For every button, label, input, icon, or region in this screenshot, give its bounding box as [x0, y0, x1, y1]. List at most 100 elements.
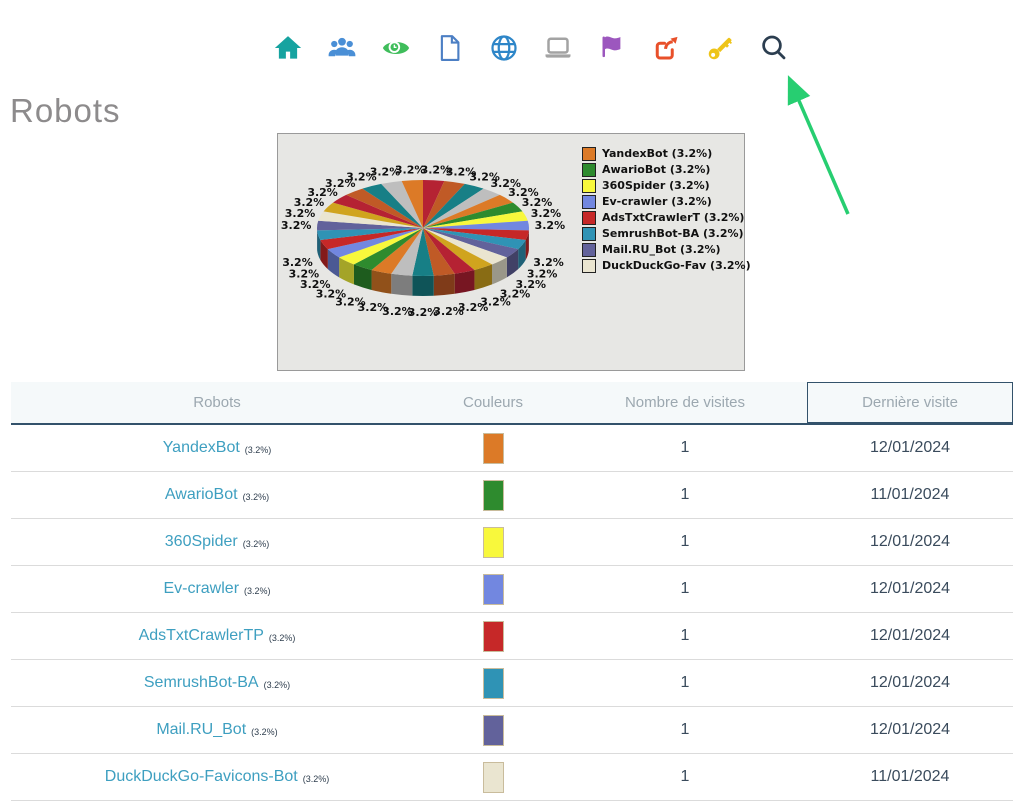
robot-share-label: (3.2%): [244, 444, 272, 455]
table-row: 360Spider (3.2%) 1 12/01/2024: [11, 519, 1013, 566]
table-row: AdsTxtCrawlerTP (3.2%) 1 12/01/2024: [11, 613, 1013, 660]
robot-share-label: (3.2%): [263, 679, 291, 690]
last-visit-cell: 12/01/2024: [807, 721, 1013, 739]
pie-slice: [423, 202, 523, 228]
last-visit-value: 12/01/2024: [869, 674, 951, 691]
nav-search-button[interactable]: [759, 33, 789, 63]
pie-slice: [423, 228, 475, 274]
pie-slice: [346, 188, 423, 228]
top-nav: [273, 33, 789, 63]
robot-share-label: (3.2%): [244, 585, 271, 596]
nav-globe-button[interactable]: [489, 33, 519, 63]
legend-swatch: [582, 258, 596, 273]
robot-link[interactable]: Mail.RU_Bot: [156, 721, 247, 738]
robot-cell: YandexBot (3.2%): [11, 439, 423, 457]
visits-cell: 1: [563, 533, 807, 551]
visits-value: 1: [680, 533, 690, 550]
pie-slice-label: 3.2%: [335, 295, 366, 308]
pie-slice: [506, 249, 519, 278]
page-title: Robots: [10, 92, 121, 129]
nav-share-button[interactable]: [651, 33, 681, 63]
last-visit-value: 12/01/2024: [869, 533, 951, 550]
column-header-robots[interactable]: Robots: [193, 394, 241, 411]
robot-link[interactable]: AdsTxtCrawlerTP: [138, 627, 264, 644]
robot-link[interactable]: 360Spider: [164, 533, 238, 550]
pie-slice-label: 3.2%: [516, 278, 547, 291]
robot-link[interactable]: SemrushBot-BA: [143, 674, 259, 691]
pie-slice: [412, 228, 434, 276]
pie-slice-label: 3.2%: [325, 177, 356, 190]
pie-slice-label: 3.2%: [535, 219, 566, 232]
table-row: DuckDuckGo-Favicons-Bot (3.2%) 1 11/01/2…: [11, 754, 1013, 801]
visits-value: 1: [680, 721, 690, 738]
pie-slice-label: 3.2%: [446, 166, 477, 179]
nav-flag-button[interactable]: [597, 33, 627, 63]
pie-slice: [423, 220, 529, 231]
nav-home-button[interactable]: [273, 33, 303, 63]
pie-slice-label: 3.2%: [395, 163, 426, 176]
legend-swatch: [582, 226, 596, 241]
last-visit-value: 12/01/2024: [869, 627, 951, 644]
legend-label: Mail.RU_Bot (3.2%): [602, 243, 721, 256]
color-swatch: [482, 667, 504, 699]
pie-slice: [317, 228, 423, 241]
pie-chart-svg: 3.2%3.2%3.2%3.2%3.2%3.2%3.2%3.2%3.2%3.2%…: [281, 163, 566, 319]
robot-link[interactable]: AwarioBot: [164, 486, 238, 503]
pie-slice-label: 3.2%: [346, 170, 377, 183]
pie-slice: [423, 228, 529, 241]
legend-label: AdsTxtCrawlerT (3.2%): [602, 211, 745, 224]
pie-slice: [423, 228, 519, 258]
users-icon: [328, 37, 356, 57]
pie-slice: [381, 180, 423, 228]
pie-slice-label: 3.2%: [527, 267, 558, 280]
last-visit-value: 11/01/2024: [870, 768, 950, 785]
pie-slice-label: 3.2%: [358, 301, 389, 314]
color-cell: [423, 667, 563, 699]
nav-document-button[interactable]: [435, 33, 465, 63]
pie-slice-label: 3.2%: [285, 207, 316, 220]
robot-link[interactable]: YandexBot: [162, 439, 240, 456]
pie-slice: [320, 240, 328, 270]
pie-slice: [371, 228, 423, 274]
pie-slice: [423, 183, 484, 228]
nav-key-button[interactable]: [705, 33, 735, 63]
robot-share-label: (3.2%): [302, 773, 330, 784]
pie-slice: [327, 249, 340, 278]
pie-slice: [353, 264, 372, 290]
column-header-nombre-de-visites[interactable]: Nombre de visites: [624, 394, 746, 411]
nav-laptop-button[interactable]: [543, 33, 573, 63]
pie-slice: [423, 228, 526, 250]
pie-slice: [433, 273, 455, 296]
column-header-derniere-visite[interactable]: Dernière visite: [807, 382, 1013, 423]
pie-slice: [317, 220, 423, 231]
visits-cell: 1: [563, 768, 807, 786]
legend-item: Mail.RU_Bot (3.2%): [582, 242, 751, 257]
nav-users-button[interactable]: [327, 33, 357, 63]
robot-link[interactable]: DuckDuckGo-Favicons-Bot: [104, 768, 298, 785]
robot-cell: Ev-crawler (3.2%): [11, 580, 423, 598]
pie-slice-label: 3.2%: [307, 186, 338, 199]
legend-item: DuckDuckGo-Fav (3.2%): [582, 258, 751, 273]
color-swatch: [482, 432, 504, 464]
pie-slice-label: 3.2%: [531, 207, 562, 220]
robot-link[interactable]: Ev-crawler: [163, 580, 240, 597]
pie-slice: [318, 211, 423, 228]
pie-slice-label: 3.2%: [300, 278, 331, 291]
pie-slice: [525, 230, 529, 261]
robot-cell: AwarioBot (3.2%): [11, 486, 423, 504]
column-header-couleurs[interactable]: Couleurs: [462, 394, 524, 411]
color-swatch: [482, 620, 504, 652]
robot-cell: DuckDuckGo-Favicons-Bot (3.2%): [11, 768, 423, 786]
visits-cell: 1: [563, 486, 807, 504]
nav-eye-button[interactable]: [381, 33, 411, 63]
document-icon: [440, 35, 460, 61]
share-icon: [655, 36, 678, 60]
robot-share-label: (3.2%): [242, 491, 270, 502]
pie-slice: [391, 228, 423, 276]
pie-slice: [412, 275, 434, 296]
table-header-row: Robots Couleurs Nombre de visites Derniè…: [11, 382, 1013, 425]
pie-slice-label: 3.2%: [469, 170, 500, 183]
pie-slice: [401, 180, 423, 228]
visits-value: 1: [680, 627, 690, 644]
